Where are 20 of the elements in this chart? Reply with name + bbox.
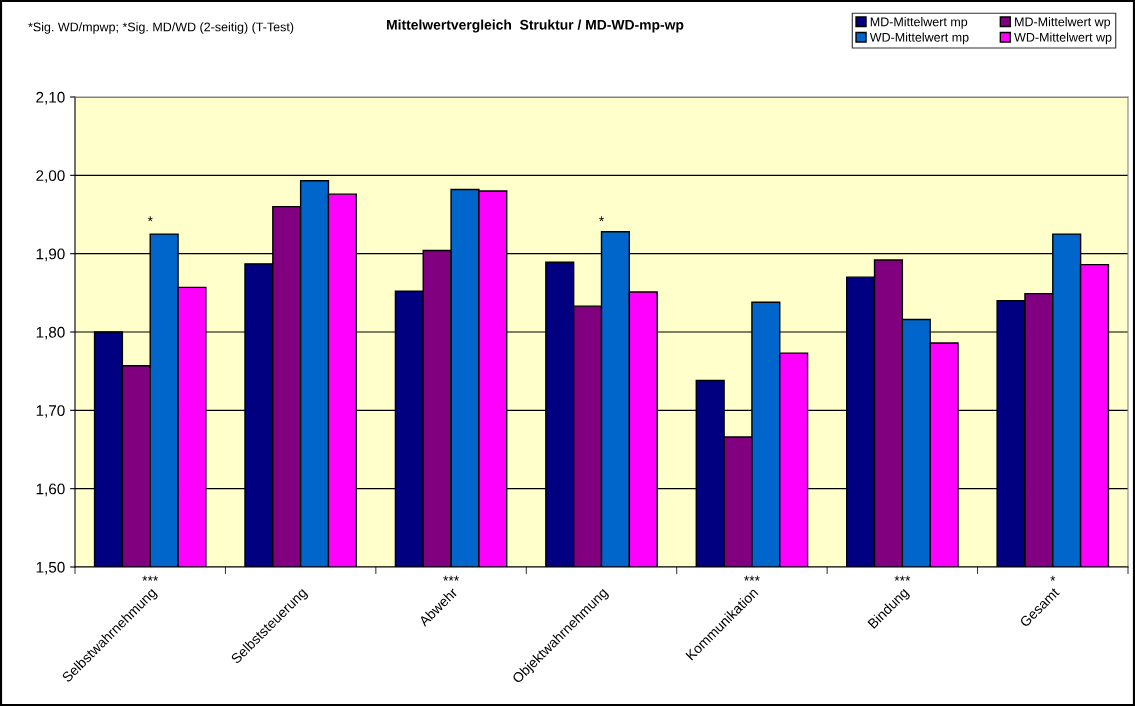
y-tick-label: 1,50 bbox=[36, 561, 65, 575]
text: *** bbox=[443, 575, 459, 581]
y-tick-label: 1,80 bbox=[36, 326, 65, 340]
annotation: * bbox=[147, 216, 153, 222]
legend-label: WD-Mittelwert wp bbox=[1014, 32, 1112, 45]
text: *Sig. WD/mpwp; *Sig. MD/WD (2-seitig) (T-Test) bbox=[28, 22, 294, 34]
text: *** bbox=[744, 575, 760, 581]
y-tick-label: 2,10 bbox=[36, 91, 65, 105]
legend-label: MD-Mittelwert mp bbox=[870, 17, 968, 29]
legend-label: MD-Mittelwert wp bbox=[1015, 17, 1111, 29]
y-tick-label: 1,90 bbox=[36, 248, 65, 262]
annotation: * bbox=[599, 216, 604, 222]
y-tick-label: 1,60 bbox=[36, 483, 65, 497]
y-tick-label: 1,70 bbox=[36, 405, 65, 418]
text: * bbox=[1050, 575, 1056, 581]
text: *** bbox=[142, 575, 159, 581]
text: *** bbox=[894, 575, 911, 581]
legend-label: WD-Mittelwert mp bbox=[869, 32, 969, 45]
y-tick-label: 2,00 bbox=[36, 170, 65, 183]
chart-title: Mittelwertvergleich Struktur / MD-WD-mp-wp bbox=[387, 19, 684, 33]
